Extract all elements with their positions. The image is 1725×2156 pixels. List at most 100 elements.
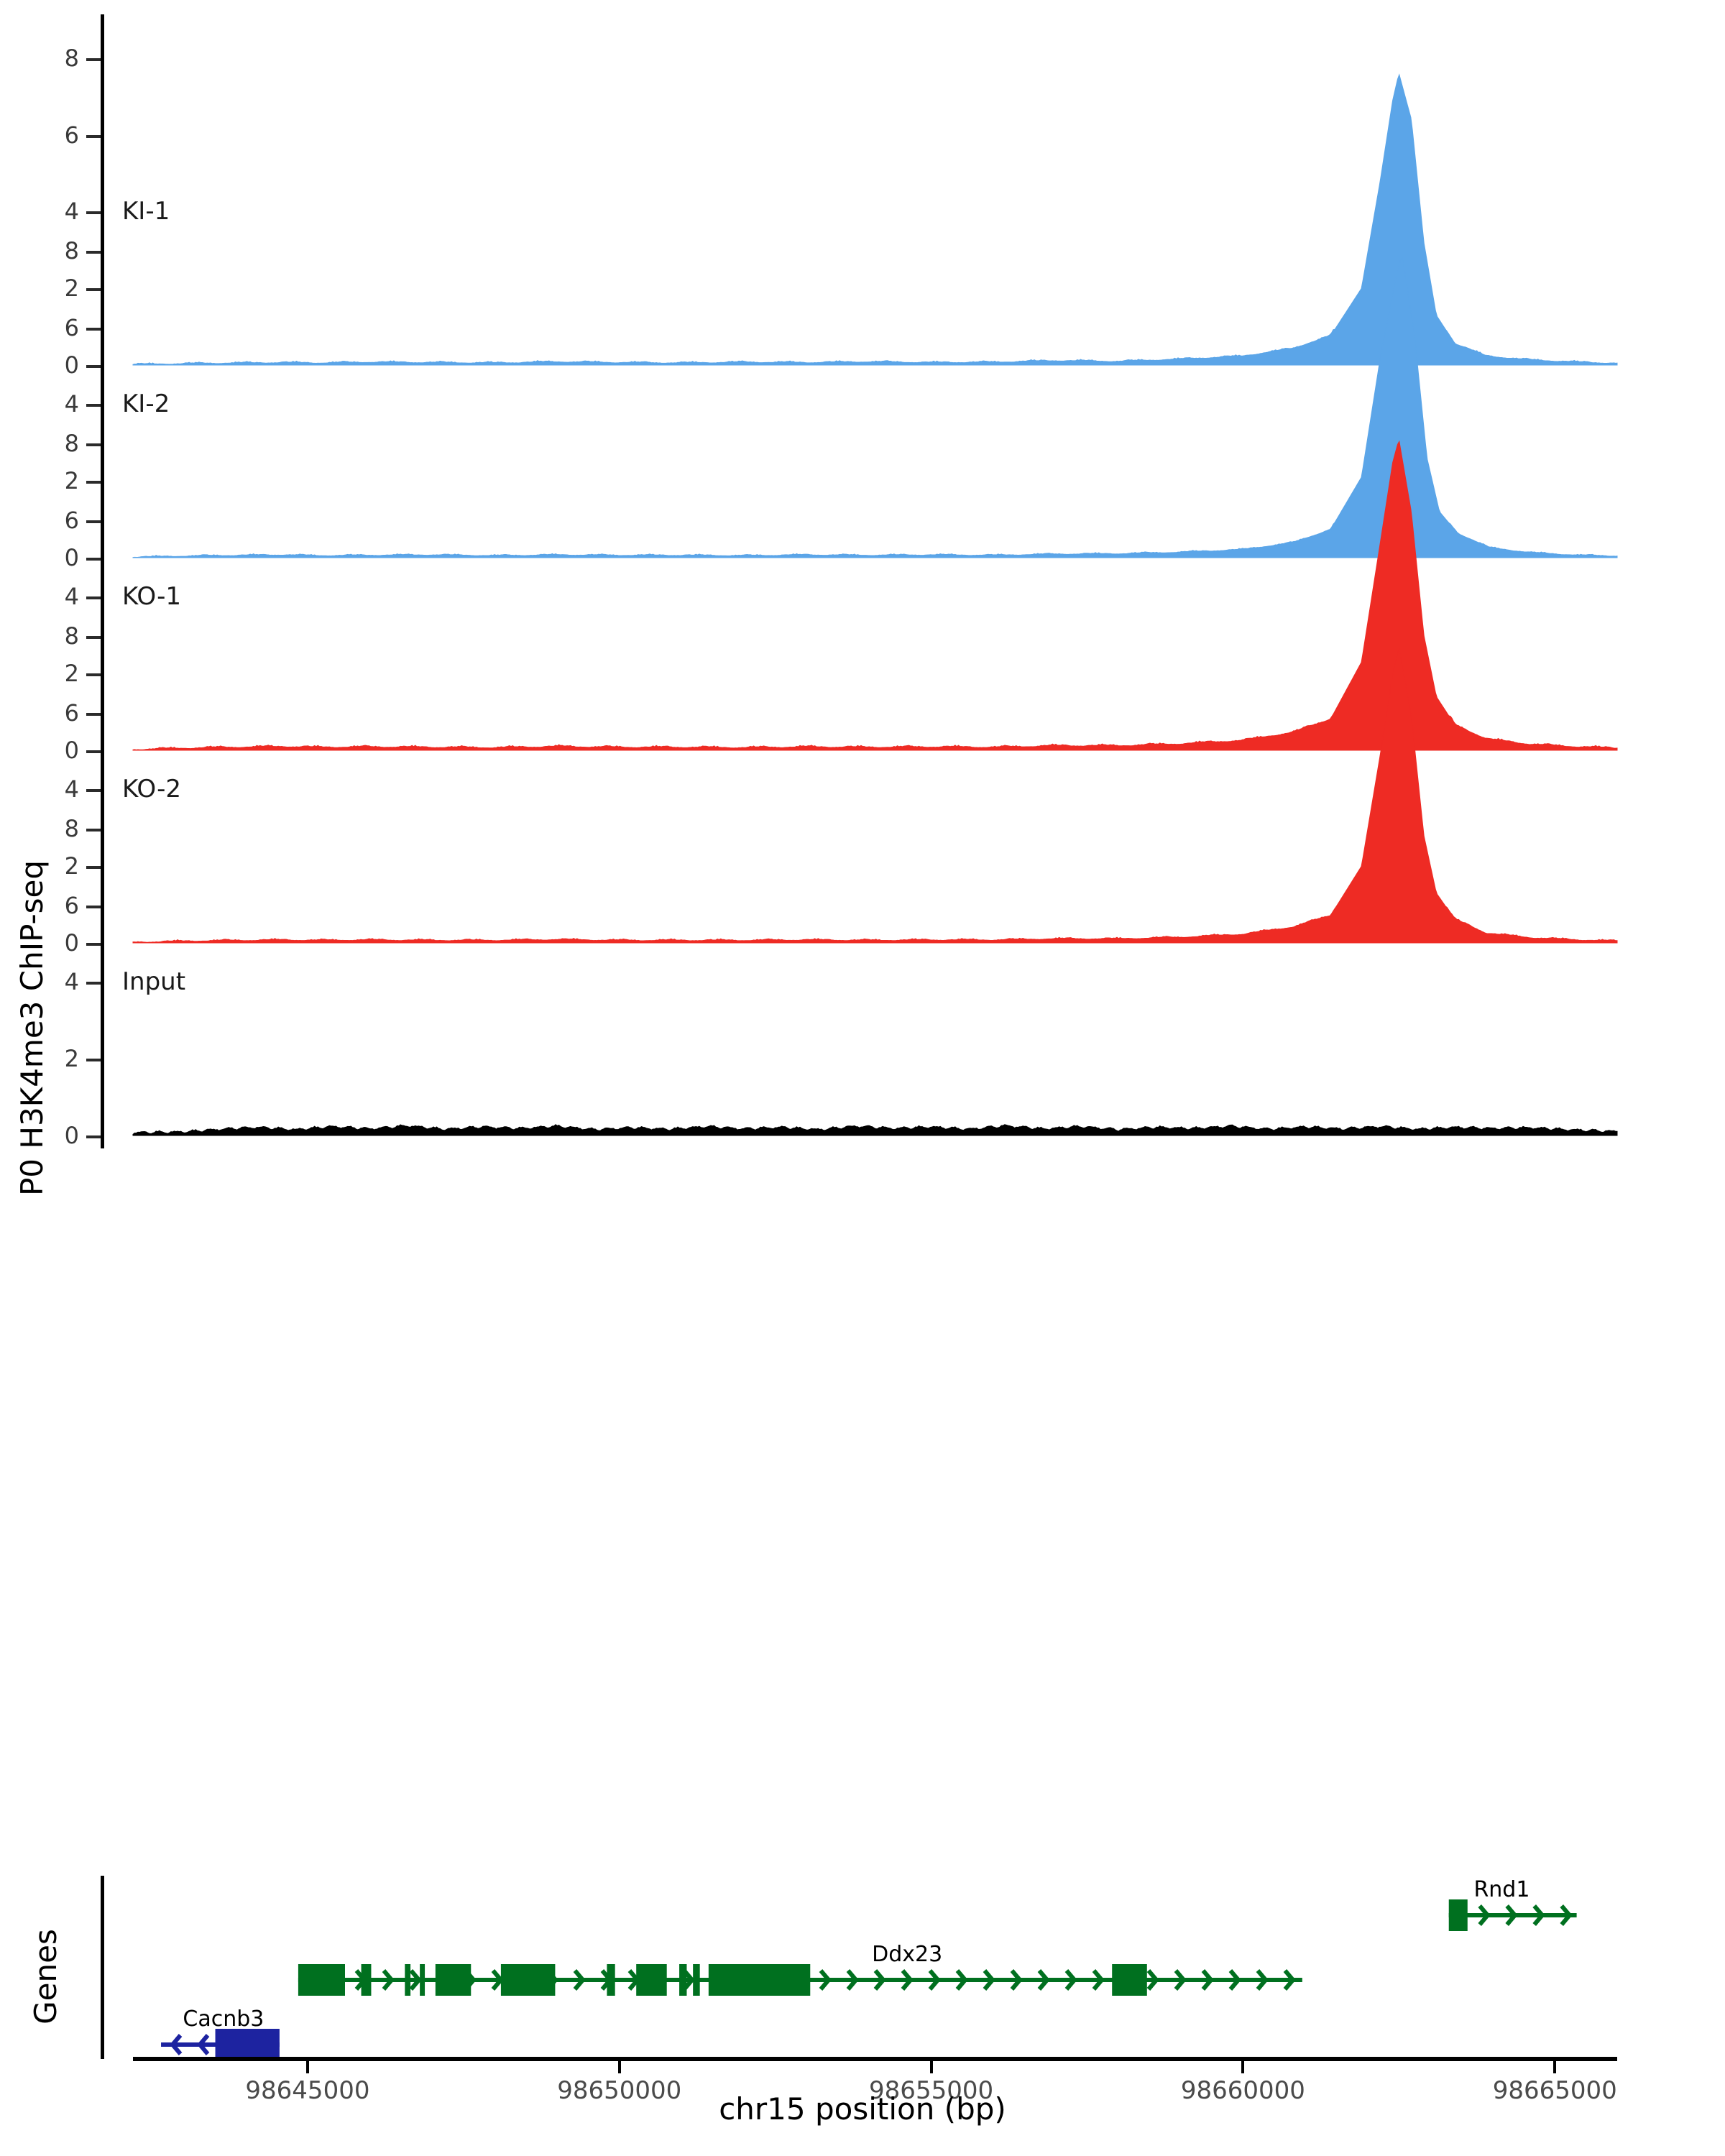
x-tick-mark [1553, 2061, 1557, 2073]
track-name-label: KO-1 [122, 582, 182, 612]
y-tick-mark [86, 404, 101, 407]
y-tick-label: 4 [64, 583, 79, 611]
y-tick-label: 6 [64, 121, 79, 149]
signal-area-input [132, 1124, 1618, 1136]
y-tick-mark [86, 134, 101, 138]
gene-exon-box [215, 2029, 280, 2060]
strand-arrow-icon [1560, 1904, 1573, 1926]
track-name-label: KI-2 [122, 390, 170, 419]
y-tick-mark [86, 673, 101, 677]
signal-track-ki-2: 0 2 4 6 8 KI-2 [65, 207, 1624, 571]
y-tick-label: 8 [64, 236, 79, 264]
y-tick-mark [86, 750, 101, 753]
strand-arrow-icon [1228, 1969, 1241, 1991]
x-tick-label: 98665000 [1492, 2076, 1617, 2105]
gene-rnd1: Rnd1 [1448, 1877, 1577, 1931]
strand-arrow-icon [1092, 1969, 1105, 1991]
x-tick-mark [1241, 2061, 1245, 2073]
y-tick-label: 2 [64, 275, 79, 303]
y-tick-label: 0 [64, 737, 79, 764]
y-tick-mark [86, 712, 101, 716]
coverage-area-path [132, 73, 1618, 366]
strand-arrow-icon [1505, 1904, 1518, 1926]
gene-name-label: Rnd1 [1473, 1877, 1530, 1902]
signal-track-ki-1: 0 2 4 6 8 KI-1 [65, 14, 1624, 379]
gene-exon-box [679, 1964, 687, 1996]
gene-name-label: Cacnb3 [183, 2007, 264, 2032]
gene-exon-box [405, 1964, 411, 1996]
y-tick-mark [86, 250, 101, 254]
strand-arrow-icon [1256, 1969, 1269, 1991]
y-tick-mark [86, 1059, 101, 1062]
gene-exon-box [1448, 1899, 1468, 1931]
track-y-spine [101, 592, 104, 956]
gene-exon-box [420, 1964, 426, 1996]
y-tick-label: 6 [64, 699, 79, 727]
gene-cacnb3: Cacnb3 [161, 2007, 280, 2060]
gene-exon-box [298, 1964, 345, 1996]
x-tick-label: 98645000 [245, 2076, 370, 2105]
genes-panel-label-text: Genes [27, 1928, 63, 2024]
track-name-label: Input [122, 967, 186, 997]
gene-exon-box [361, 1964, 372, 1996]
x-axis-label: chr15 position (bp) [719, 2091, 1006, 2127]
y-tick-mark [86, 211, 101, 215]
y-tick-mark [86, 866, 101, 870]
strand-arrow-icon [846, 1969, 859, 1991]
strand-arrow-icon [1283, 1969, 1296, 1991]
coverage-area-path [132, 440, 1618, 751]
y-tick-mark [86, 443, 101, 446]
y-tick-mark [86, 288, 101, 292]
track-name-label: KI-1 [122, 197, 170, 226]
gene-exon-box [500, 1964, 556, 1996]
strand-arrow-icon [1146, 1969, 1159, 1991]
y-tick-label: 8 [64, 814, 79, 842]
y-tick-label: 4 [64, 198, 79, 226]
y-tick-label: 8 [64, 429, 79, 457]
strand-arrow-icon [928, 1969, 941, 1991]
strand-arrow-icon [873, 1969, 886, 1991]
track-y-spine [101, 14, 104, 378]
y-tick-label: 0 [64, 544, 79, 571]
strand-arrow-icon [409, 1969, 422, 1991]
x-tick-mark [617, 2061, 621, 2073]
signal-area-ko-2 [132, 648, 1618, 944]
x-tick-label: 98660000 [1180, 2076, 1305, 2105]
y-tick-label: 2 [64, 660, 79, 688]
y-tick-label: 4 [64, 968, 79, 996]
strand-arrow-icon [170, 2034, 183, 2055]
y-tick-label: 6 [64, 506, 79, 534]
strand-arrow-icon [1064, 1969, 1077, 1991]
track-y-spine [101, 207, 104, 571]
signal-track-input: 0 2 4 6 8 Input [65, 785, 1624, 1149]
y-tick-mark [86, 558, 101, 561]
strand-arrow-icon [1532, 1904, 1545, 1926]
y-tick-mark [86, 57, 101, 61]
y-axis-label: P0 H3K4me3 ChIP-seq [7, 733, 58, 1322]
y-tick-label: 6 [64, 313, 79, 341]
y-tick-mark [86, 982, 101, 985]
y-tick-mark [86, 520, 101, 523]
x-tick-label: 98650000 [557, 2076, 682, 2105]
strand-arrow-icon [819, 1969, 832, 1991]
y-tick-label: 0 [64, 929, 79, 957]
gene-exon-box [636, 1964, 667, 1996]
genes-panel: Ddx23 Rnd1 Cacnb3 [101, 1876, 1624, 2070]
y-tick-label: 2 [64, 1045, 79, 1073]
gene-exon-box [693, 1964, 700, 1996]
track-y-spine [101, 400, 104, 763]
y-tick-mark [86, 789, 101, 793]
signal-track-ko-1: 0 2 4 6 8 KO-1 [65, 400, 1624, 764]
genes-panel-spine [101, 1876, 104, 2059]
signal-track-ko-2: 0 2 4 6 8 KO-2 [65, 592, 1624, 957]
y-tick-mark [86, 327, 101, 331]
gene-exon-box [435, 1964, 472, 1996]
y-tick-mark [86, 943, 101, 946]
y-tick-mark [86, 1135, 101, 1138]
y-tick-mark [86, 596, 101, 600]
strand-arrow-icon [682, 1969, 695, 1991]
x-tick-mark [305, 2061, 309, 2073]
y-tick-label: 2 [64, 852, 79, 880]
signal-area-ko-1 [132, 440, 1618, 751]
strand-arrow-icon [1037, 1969, 1050, 1991]
